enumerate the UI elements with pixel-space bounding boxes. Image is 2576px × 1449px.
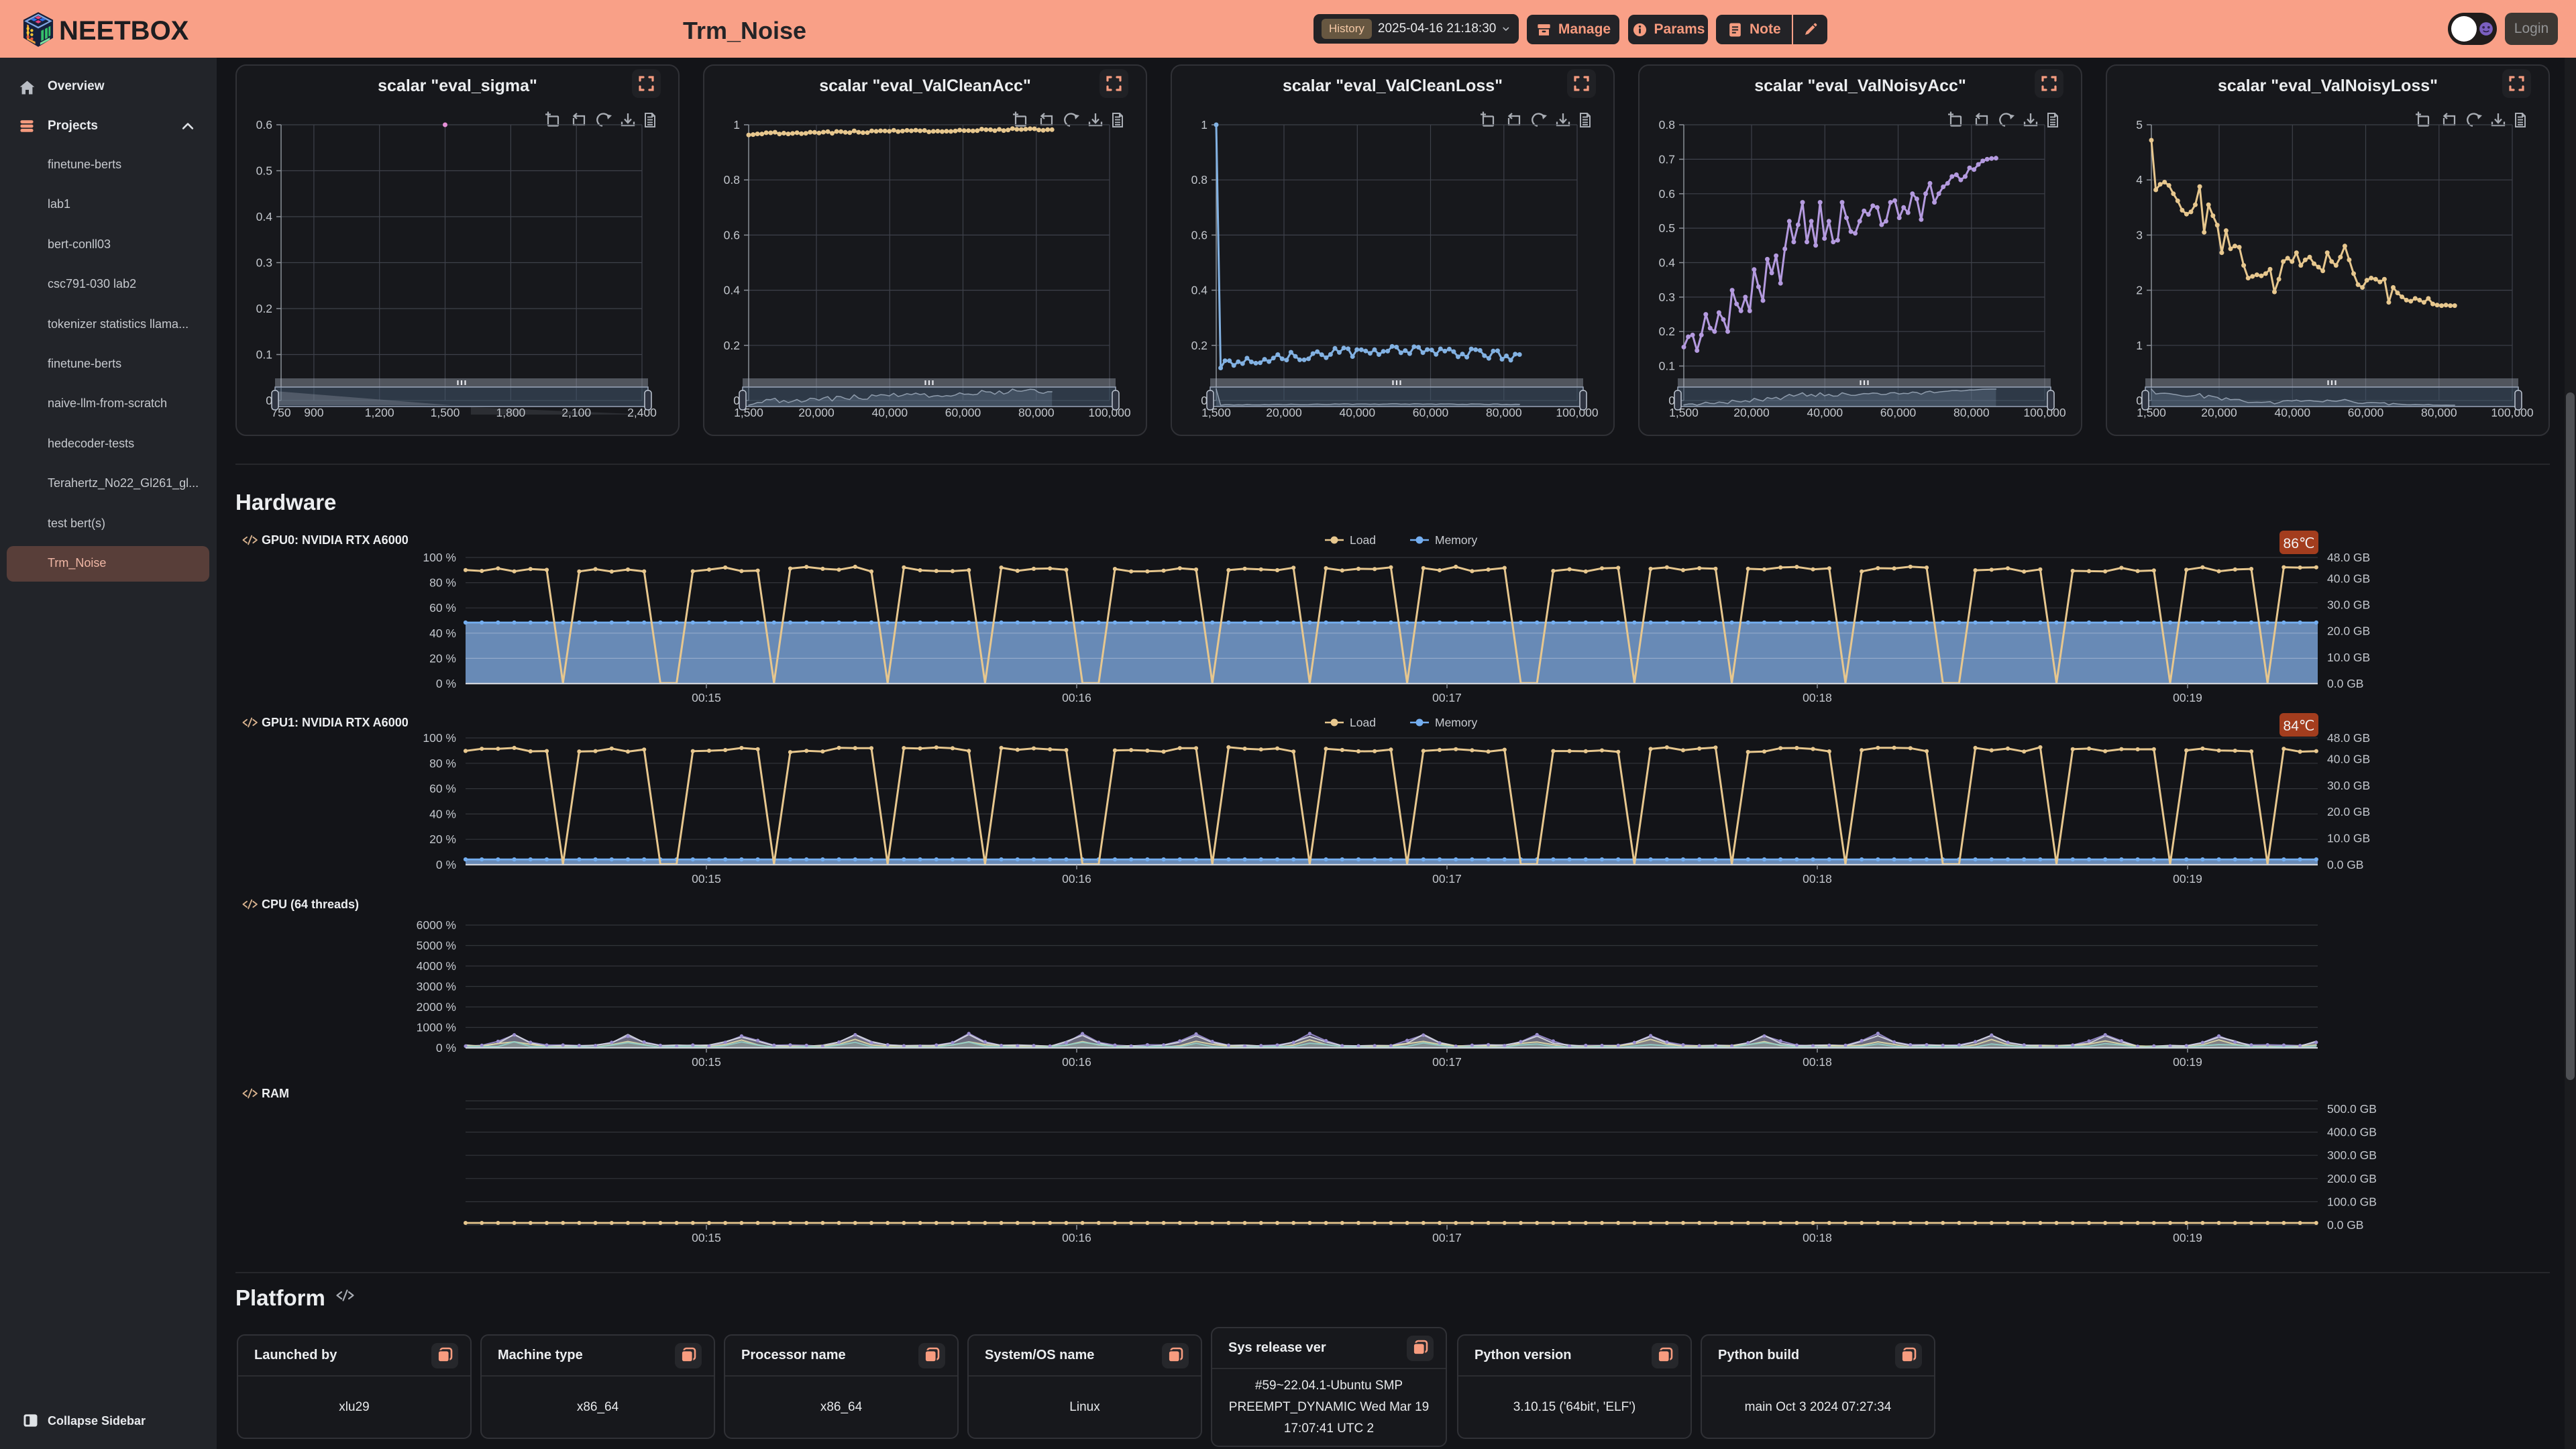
svg-text:00:16: 00:16 bbox=[1062, 1231, 1091, 1244]
svg-text:2000 %: 2000 % bbox=[417, 1000, 456, 1014]
svg-text:0 %: 0 % bbox=[436, 1041, 456, 1055]
svg-text:00:19: 00:19 bbox=[2173, 872, 2202, 885]
svg-text:00:15: 00:15 bbox=[692, 1055, 721, 1069]
svg-text:CPU (64 threads): CPU (64 threads) bbox=[262, 898, 359, 911]
svg-text:3000 %: 3000 % bbox=[417, 980, 456, 994]
svg-text:40 %: 40 % bbox=[429, 627, 456, 640]
svg-text:20.0 GB: 20.0 GB bbox=[2327, 625, 2370, 638]
svg-text:00:17: 00:17 bbox=[1432, 691, 1462, 704]
svg-text:Load: Load bbox=[1350, 716, 1376, 729]
svg-text:0.0 GB: 0.0 GB bbox=[2327, 1218, 2363, 1232]
svg-text:500.0 GB: 500.0 GB bbox=[2327, 1102, 2377, 1116]
svg-text:40.0 GB: 40.0 GB bbox=[2327, 753, 2370, 766]
svg-text:RAM: RAM bbox=[262, 1087, 289, 1100]
svg-text:20.0 GB: 20.0 GB bbox=[2327, 805, 2370, 818]
svg-text:Memory: Memory bbox=[1435, 533, 1477, 547]
svg-text:00:15: 00:15 bbox=[692, 1231, 721, 1244]
svg-text:60 %: 60 % bbox=[429, 782, 456, 796]
svg-text:400.0 GB: 400.0 GB bbox=[2327, 1126, 2377, 1139]
svg-text:60 %: 60 % bbox=[429, 601, 456, 614]
svg-text:00:16: 00:16 bbox=[1062, 872, 1091, 885]
svg-text:86℃: 86℃ bbox=[2284, 536, 2315, 551]
svg-text:GPU1: NVIDIA RTX A6000: GPU1: NVIDIA RTX A6000 bbox=[262, 716, 409, 729]
svg-text:1000 %: 1000 % bbox=[417, 1021, 456, 1034]
svg-text:Memory: Memory bbox=[1435, 716, 1477, 729]
svg-text:100 %: 100 % bbox=[423, 551, 456, 564]
svg-text:00:18: 00:18 bbox=[1803, 872, 1832, 885]
svg-text:40.0 GB: 40.0 GB bbox=[2327, 572, 2370, 585]
svg-text:6000 %: 6000 % bbox=[417, 918, 456, 932]
svg-text:48.0 GB: 48.0 GB bbox=[2327, 551, 2370, 564]
svg-text:00:19: 00:19 bbox=[2173, 691, 2202, 704]
svg-text:4000 %: 4000 % bbox=[417, 959, 456, 973]
svg-text:20 %: 20 % bbox=[429, 651, 456, 665]
svg-text:Load: Load bbox=[1350, 533, 1376, 547]
svg-text:00:19: 00:19 bbox=[2173, 1055, 2202, 1069]
svg-text:30.0 GB: 30.0 GB bbox=[2327, 779, 2370, 792]
svg-text:48.0 GB: 48.0 GB bbox=[2327, 731, 2370, 745]
svg-text:300.0 GB: 300.0 GB bbox=[2327, 1148, 2377, 1162]
svg-text:00:15: 00:15 bbox=[692, 872, 721, 885]
svg-text:84℃: 84℃ bbox=[2284, 718, 2315, 734]
svg-text:00:16: 00:16 bbox=[1062, 691, 1091, 704]
svg-text:00:17: 00:17 bbox=[1432, 872, 1462, 885]
svg-text:200.0 GB: 200.0 GB bbox=[2327, 1172, 2377, 1185]
svg-text:30.0 GB: 30.0 GB bbox=[2327, 598, 2370, 612]
svg-text:00:17: 00:17 bbox=[1432, 1055, 1462, 1069]
svg-text:10.0 GB: 10.0 GB bbox=[2327, 832, 2370, 845]
svg-text:00:17: 00:17 bbox=[1432, 1231, 1462, 1244]
svg-text:5000 %: 5000 % bbox=[417, 939, 456, 953]
svg-text:00:18: 00:18 bbox=[1803, 1055, 1832, 1069]
svg-text:100 %: 100 % bbox=[423, 731, 456, 745]
svg-text:0.0 GB: 0.0 GB bbox=[2327, 677, 2363, 690]
svg-text:100.0 GB: 100.0 GB bbox=[2327, 1195, 2377, 1208]
svg-text:0 %: 0 % bbox=[436, 858, 456, 871]
svg-text:0.0 GB: 0.0 GB bbox=[2327, 858, 2363, 871]
svg-text:00:18: 00:18 bbox=[1803, 691, 1832, 704]
svg-text:GPU0: NVIDIA RTX A6000: GPU0: NVIDIA RTX A6000 bbox=[262, 533, 409, 547]
svg-text:Hardware: Hardware bbox=[235, 490, 336, 515]
svg-text:20 %: 20 % bbox=[429, 833, 456, 846]
svg-text:00:18: 00:18 bbox=[1803, 1231, 1832, 1244]
svg-text:00:19: 00:19 bbox=[2173, 1231, 2202, 1244]
svg-text:10.0 GB: 10.0 GB bbox=[2327, 651, 2370, 664]
svg-text:00:15: 00:15 bbox=[692, 691, 721, 704]
svg-text:80 %: 80 % bbox=[429, 576, 456, 590]
svg-text:00:16: 00:16 bbox=[1062, 1055, 1091, 1069]
svg-text:80 %: 80 % bbox=[429, 757, 456, 770]
svg-text:0 %: 0 % bbox=[436, 677, 456, 690]
svg-text:40 %: 40 % bbox=[429, 807, 456, 820]
